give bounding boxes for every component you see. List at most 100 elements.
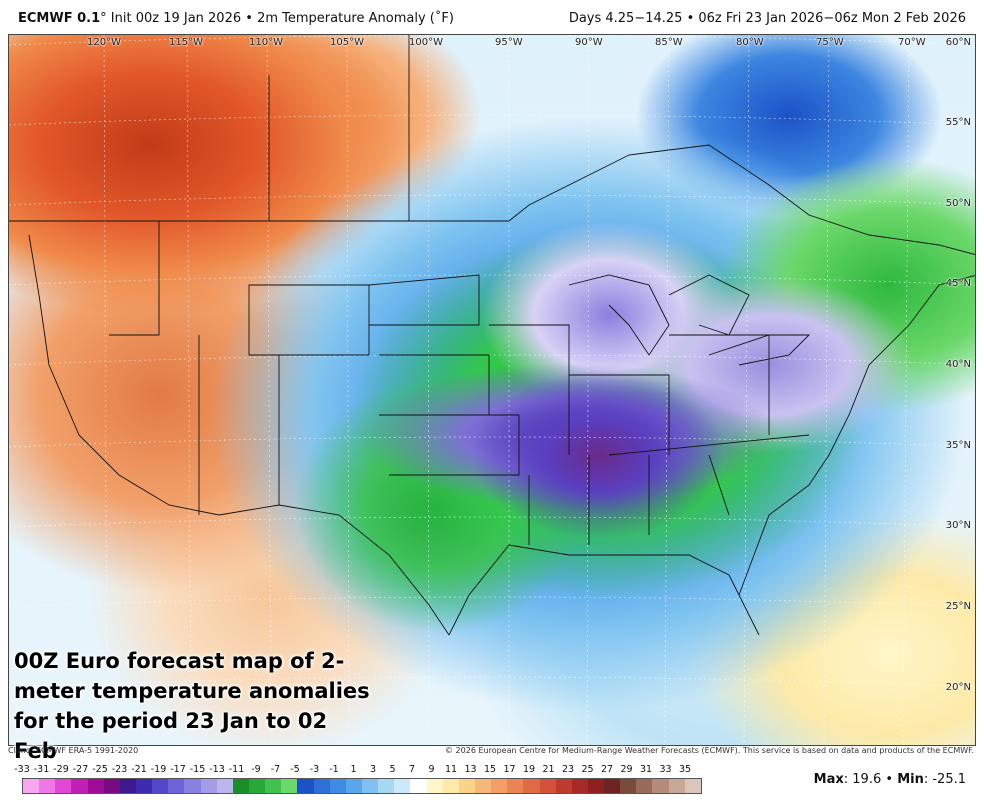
- lon-label-100w: 100°W: [409, 37, 443, 48]
- colorbar-swatch: [458, 779, 475, 793]
- colorbar-tick-label: 1: [350, 764, 357, 775]
- annotation-line-2: meter temperature anomalies: [14, 679, 370, 703]
- colorbar-tick-label: 31: [639, 764, 653, 775]
- colorbar-swatch: [313, 779, 330, 793]
- colorbar-tick-label: -25: [92, 764, 108, 775]
- colorbar-swatch: [23, 779, 40, 793]
- geography-overlay: [9, 35, 975, 745]
- colorbar-swatch: [442, 779, 459, 793]
- model-name: ECMWF 0.1: [18, 11, 101, 26]
- colorbar-tick-label: 11: [444, 764, 458, 775]
- colorbar-swatch: [426, 779, 443, 793]
- colorbar-tick-label: 33: [659, 764, 672, 775]
- colorbar-tick-label: -9: [251, 764, 261, 775]
- colorbar-legend: -33 -31 -29 -27 -25 -23 -21 -19 -17 -15 -13 -11 -9 -7…: [14, 764, 704, 804]
- colorbar-swatch: [119, 779, 136, 793]
- colorbar-swatch: [216, 779, 233, 793]
- lat-label-55n: 55°N: [945, 117, 971, 128]
- colorbar-tick-label: -21: [131, 764, 147, 775]
- colorbar-swatch: [684, 779, 701, 793]
- annotation-line-3: for the period 23 Jan to 02 Feb: [14, 709, 328, 763]
- colorbar-tick-label: 29: [620, 764, 633, 775]
- colorbar-swatch: [571, 779, 588, 793]
- colorbar-tick-label: -19: [150, 764, 167, 775]
- colorbar-swatch: [103, 779, 120, 793]
- colorbar-tick-label: 9: [428, 764, 435, 775]
- colorbar-swatch: [39, 779, 56, 793]
- colorbar-swatch: [152, 779, 169, 793]
- colorbar-tick-label: -17: [170, 764, 186, 775]
- colorbar-swatch: [539, 779, 556, 793]
- colorbar-tick-label: 23: [561, 764, 575, 775]
- lat-label-45n: 45°N: [945, 278, 971, 289]
- lon-label-105w: 105°W: [330, 37, 364, 48]
- colorbar-swatch: [329, 779, 346, 793]
- lat-label-60n: 60°N: [945, 37, 971, 48]
- map-annotation: 00Z Euro forecast map of 2- meter temper…: [14, 646, 374, 766]
- colorbar-swatches: [22, 778, 702, 794]
- colorbar-swatch: [636, 779, 653, 793]
- colorbar-tick-label: 7: [408, 764, 416, 775]
- colorbar-swatch: [87, 779, 104, 793]
- colorbar-swatch: [620, 779, 637, 793]
- max-min-readout: Max: 19.6 • Min: -25.1: [813, 772, 966, 787]
- colorbar-tick-label: 21: [542, 764, 555, 775]
- colorbar-swatch: [168, 779, 185, 793]
- min-label: Min: [897, 772, 924, 787]
- lon-label-110w: 110°W: [249, 37, 283, 48]
- max-min-separator: •: [885, 772, 894, 787]
- colorbar-tick-label: -23: [111, 764, 128, 775]
- colorbar-tick-label: -11: [228, 764, 245, 775]
- colorbar-swatch: [232, 779, 249, 793]
- colorbar-tick-label: 15: [483, 764, 497, 775]
- lon-label-120w: 120°W: [87, 37, 121, 48]
- colorbar-tick-label: 3: [369, 764, 377, 775]
- colorbar-tick-label: -1: [329, 764, 339, 775]
- lon-label-115w: 115°W: [169, 37, 203, 48]
- colorbar-swatch: [410, 779, 427, 793]
- lon-label-80w: 80°W: [736, 37, 764, 48]
- colorbar-tick-label: -7: [270, 764, 281, 775]
- lon-label-70w: 70°W: [898, 37, 926, 48]
- lon-label-75w: 75°W: [816, 37, 844, 48]
- colorbar-swatch: [265, 779, 282, 793]
- title-bullet: •: [245, 11, 253, 26]
- colorbar-tick-label: 27: [600, 764, 614, 775]
- colorbar-swatch: [71, 779, 88, 793]
- colorbar-swatch: [281, 779, 298, 793]
- header: ECMWF 0.1° Init 00z 19 Jan 2026 • 2m Tem…: [0, 0, 984, 34]
- colorbar-tick-label: -29: [53, 764, 69, 775]
- colorbar-swatch: [604, 779, 621, 793]
- copyright-notice: © 2026 European Centre for Medium-Range …: [445, 746, 974, 755]
- colorbar-tick-label: 35: [678, 764, 692, 775]
- colorbar-swatch: [345, 779, 362, 793]
- annotation-line-1: 00Z Euro forecast map of 2-: [14, 649, 345, 673]
- colorbar-swatch: [248, 779, 266, 793]
- lon-label-95w: 95°W: [495, 37, 523, 48]
- colorbar-swatch: [652, 779, 669, 793]
- colorbar-tick-label: -3: [309, 764, 320, 775]
- lon-label-85w: 85°W: [655, 37, 683, 48]
- colorbar-swatch: [668, 779, 685, 793]
- colorbar-swatch: [523, 779, 540, 793]
- degree-symbol: °: [100, 11, 107, 26]
- colorbar-tick-label: 25: [581, 764, 594, 775]
- min-value: -25.1: [932, 772, 966, 787]
- colorbar-swatch: [361, 779, 379, 793]
- lon-label-90w: 90°W: [575, 37, 603, 48]
- lat-label-25n: 25°N: [945, 601, 971, 612]
- colorbar-tick-label: -33: [14, 764, 30, 775]
- colorbar-swatch: [587, 779, 605, 793]
- field-name: 2m Temperature Anomaly (˚F): [257, 11, 454, 26]
- lat-label-30n: 30°N: [945, 520, 971, 531]
- colorbar-tick-label: -31: [33, 764, 50, 775]
- colorbar-tick-label: -15: [189, 764, 206, 775]
- valid-period: Days 4.25−14.25 • 06z Fri 23 Jan 2026−06…: [568, 11, 966, 26]
- init-time: Init 00z 19 Jan 2026: [110, 11, 242, 26]
- colorbar-tick-label: 5: [389, 764, 396, 775]
- colorbar-swatch: [184, 779, 201, 793]
- lat-label-35n: 35°N: [945, 440, 971, 451]
- climo-credit: Climo: ECMWF ERA-5 1991-2020: [8, 746, 139, 755]
- temperature-anomaly-map: 120°W 115°W 110°W 105°W 100°W 95°W 90°W …: [8, 34, 976, 746]
- max-value: 19.6: [852, 772, 882, 787]
